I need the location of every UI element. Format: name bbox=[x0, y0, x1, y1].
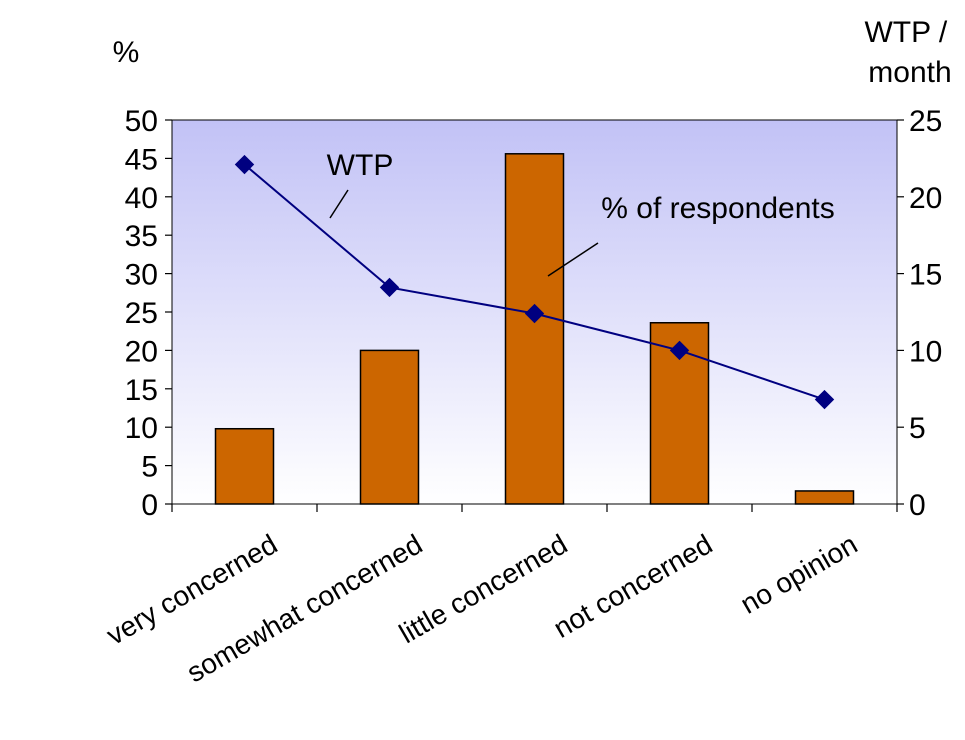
right-tick-label: 25 bbox=[909, 105, 942, 138]
bar bbox=[359, 349, 420, 505]
annotation-wtp-leader bbox=[329, 189, 349, 219]
wtp-point bbox=[379, 277, 400, 298]
annotation-respondents-leader bbox=[547, 242, 599, 277]
right-tick-label: 0 bbox=[909, 489, 926, 522]
left-tick-label: 25 bbox=[125, 297, 158, 330]
wtp-point bbox=[814, 389, 835, 410]
left-tick-label: 20 bbox=[125, 335, 158, 368]
annotation-respondents: % of respondents bbox=[601, 192, 834, 225]
left-tick-label: 10 bbox=[125, 412, 158, 445]
left-axis-title: % bbox=[113, 36, 140, 69]
left-tick-label: 15 bbox=[125, 374, 158, 407]
wtp-point bbox=[669, 340, 690, 361]
left-tick-label: 30 bbox=[125, 259, 158, 292]
left-tick-label: 45 bbox=[125, 143, 158, 176]
left-tick-label: 0 bbox=[141, 489, 158, 522]
wtp-point bbox=[234, 154, 255, 175]
left-tick-label: 5 bbox=[141, 451, 158, 484]
left-tick-label: 50 bbox=[125, 105, 158, 138]
bar bbox=[794, 490, 855, 505]
left-tick-label: 35 bbox=[125, 220, 158, 253]
category-label: no opinion bbox=[735, 528, 862, 619]
right-axis-title-line2: month bbox=[868, 56, 951, 89]
right-tick-label: 10 bbox=[909, 335, 942, 368]
right-tick-label: 5 bbox=[909, 412, 926, 445]
right-tick-label: 20 bbox=[909, 182, 942, 215]
left-tick-label: 40 bbox=[125, 182, 158, 215]
bar bbox=[214, 427, 275, 505]
annotation-wtp: WTP bbox=[327, 149, 394, 182]
category-label: not concerned bbox=[548, 528, 717, 644]
category-label: somewhat concerned bbox=[182, 528, 428, 688]
right-axis-title: WTP / month bbox=[864, 16, 955, 89]
wtp-point bbox=[524, 303, 545, 324]
right-axis-title-line1: WTP / bbox=[864, 16, 947, 49]
right-tick-label: 15 bbox=[909, 259, 942, 292]
bar bbox=[504, 153, 565, 505]
